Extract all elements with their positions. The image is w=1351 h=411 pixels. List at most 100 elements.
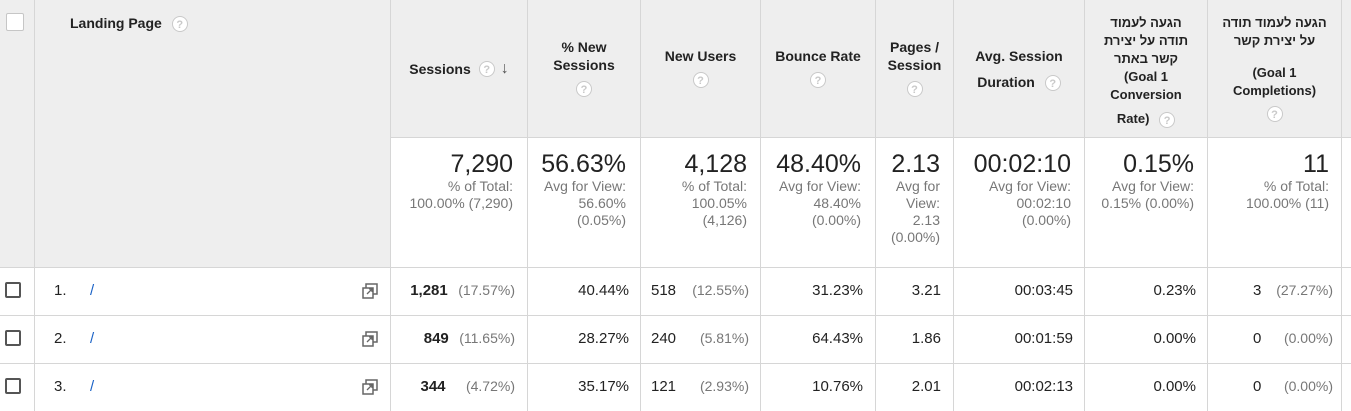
total-note: (0.05%) [576,212,626,228]
total-note: (0.00%) [1021,212,1071,228]
total-note: Avg for View: [779,178,861,194]
bounce-rate-header[interactable]: Bounce Rate ? [761,47,875,89]
total-note: 100.05% [691,195,747,211]
row-goal-completions: 0 (0.00%) [1253,330,1333,348]
landing-page-link[interactable]: / [90,330,95,347]
header-line: Completions) [1232,83,1317,98]
row-goal-conversion-rate: 0.23% [1153,282,1196,299]
sort-descending-icon[interactable]: ↓ [500,59,509,77]
total-value: 56.63% [541,150,626,178]
help-icon[interactable]: ? [478,60,495,77]
landing-page-link[interactable]: / [90,282,95,299]
row-bounce-rate: 64.43% [812,330,863,347]
goal-conversion-rate-header[interactable]: הגעה לעמוד תודה על יצירת קשר באתר (Goal … [1085,14,1207,128]
sessions-percent: (11.65%) [459,330,515,346]
total-note: % of Total: [1263,178,1329,194]
header-line: Pages / [889,39,940,55]
row-checkbox[interactable] [5,330,21,346]
header-line: (Goal 1 [1123,69,1169,84]
header-line: Bounce Rate [775,48,861,64]
new-users-percent: (12.55%) [692,282,749,298]
header-line: New Users [664,48,737,64]
sessions-label: Sessions [409,60,471,77]
new-users-value: 518 [651,282,677,299]
row-checkbox[interactable] [5,378,21,394]
row-checkbox[interactable] [5,282,21,298]
select-all-checkbox[interactable] [6,13,24,31]
total-note: (4,126) [702,212,747,228]
header-line: Rate) [1116,111,1150,126]
row-goal-conversion-rate: 0.00% [1153,378,1196,395]
total-pct-new-sessions: 56.63% Avg for View: 56.60% (0.05%) [528,150,626,229]
sessions-header[interactable]: Sessions ? ↓ [391,0,527,137]
total-note: 56.60% [578,195,626,211]
new-users-header[interactable]: New Users ? [641,47,760,89]
total-value: 7,290 [450,150,513,178]
goal-completions-percent: (0.00%) [1283,378,1333,394]
goal-completions-header[interactable]: הגעה לעמוד תודה על יצירת קשר (Goal 1 Com… [1208,14,1341,122]
pages-session-header[interactable]: Pages / Session ? [876,38,953,98]
row-number: 3. [54,378,67,395]
help-icon[interactable]: ? [1159,111,1176,128]
help-icon[interactable]: ? [576,81,592,98]
sessions-value: 344 [420,378,446,395]
row-goal-conversion-rate: 0.00% [1153,330,1196,347]
sessions-percent: (4.72%) [465,378,515,394]
total-pages-session: 2.13 Avg for View: 2.13 (0.00%) [876,150,940,246]
row-pct-new-sessions: 40.44% [578,282,629,299]
row-pages-session: 2.01 [911,378,941,395]
total-avg-session-duration: 00:02:10 Avg for View: 00:02:10 (0.00%) [954,150,1071,229]
total-note: 0.15% (0.00%) [1101,195,1194,211]
total-value: 4,128 [684,150,747,178]
row-bounce-rate: 10.76% [812,378,863,395]
total-note: % of Total: [681,178,747,194]
goal-completions-value: 3 [1253,282,1262,299]
total-note: Avg for [895,178,940,194]
row-goal-completions: 0 (0.00%) [1253,378,1333,396]
landing-page-label: Landing Page [70,15,162,31]
help-icon[interactable]: ? [906,81,923,98]
total-value: 48.40% [776,150,861,178]
total-note: Avg for View: [989,178,1071,194]
open-in-new-window-icon[interactable] [362,379,378,395]
total-value: 11 [1303,150,1329,178]
open-in-new-window-icon[interactable] [362,283,378,299]
row-pages-session: 3.21 [911,282,941,299]
pct-new-sessions-header[interactable]: % New Sessions ? [528,38,640,98]
row-number: 2. [54,330,67,347]
total-new-users: 4,128 % of Total: 100.05% (4,126) [641,150,747,229]
total-sessions: 7,290 % of Total: 100.00% (7,290) [391,150,513,212]
open-in-new-window-icon[interactable] [362,331,378,347]
total-note: (0.00%) [811,212,861,228]
help-icon[interactable]: ? [171,16,188,33]
total-note: 00:02:10 [1016,195,1072,211]
landing-page-header[interactable]: Landing Page ? [70,14,188,33]
help-icon[interactable]: ? [810,72,826,89]
help-icon[interactable]: ? [1266,105,1283,122]
total-note: Avg for View: [544,178,626,194]
help-icon[interactable]: ? [692,72,709,89]
total-note: View: [906,195,940,211]
new-users-value: 121 [651,378,677,395]
header-line: % New [561,39,607,55]
total-bounce-rate: 48.40% Avg for View: 48.40% (0.00%) [761,150,861,229]
avg-session-duration-header[interactable]: Avg. Session Duration ? [954,47,1084,92]
total-value: 00:02:10 [973,150,1071,178]
goal-completions-percent: (0.00%) [1283,330,1333,346]
landing-page-link[interactable]: / [90,378,95,395]
row-avg-session-duration: 00:02:13 [1014,378,1073,395]
header-line: Avg. Session [975,48,1063,64]
header-line: הגעה לעמוד [1110,15,1182,30]
total-goal-completions: 11 % of Total: 100.00% (11) [1208,150,1329,212]
total-goal-conversion-rate: 0.15% Avg for View: 0.15% (0.00%) [1085,150,1194,212]
header-line: Session [887,57,942,73]
header-line: Sessions [553,57,615,73]
total-note: 48.40% [813,195,861,211]
total-note: 100.00% (11) [1245,195,1329,211]
total-note: Avg for View: [1112,178,1194,194]
new-users-percent: (2.93%) [699,378,749,394]
help-icon[interactable]: ? [1044,75,1061,92]
header-line: (Goal 1 [1252,65,1297,80]
header-line: Conversion [1110,87,1182,102]
